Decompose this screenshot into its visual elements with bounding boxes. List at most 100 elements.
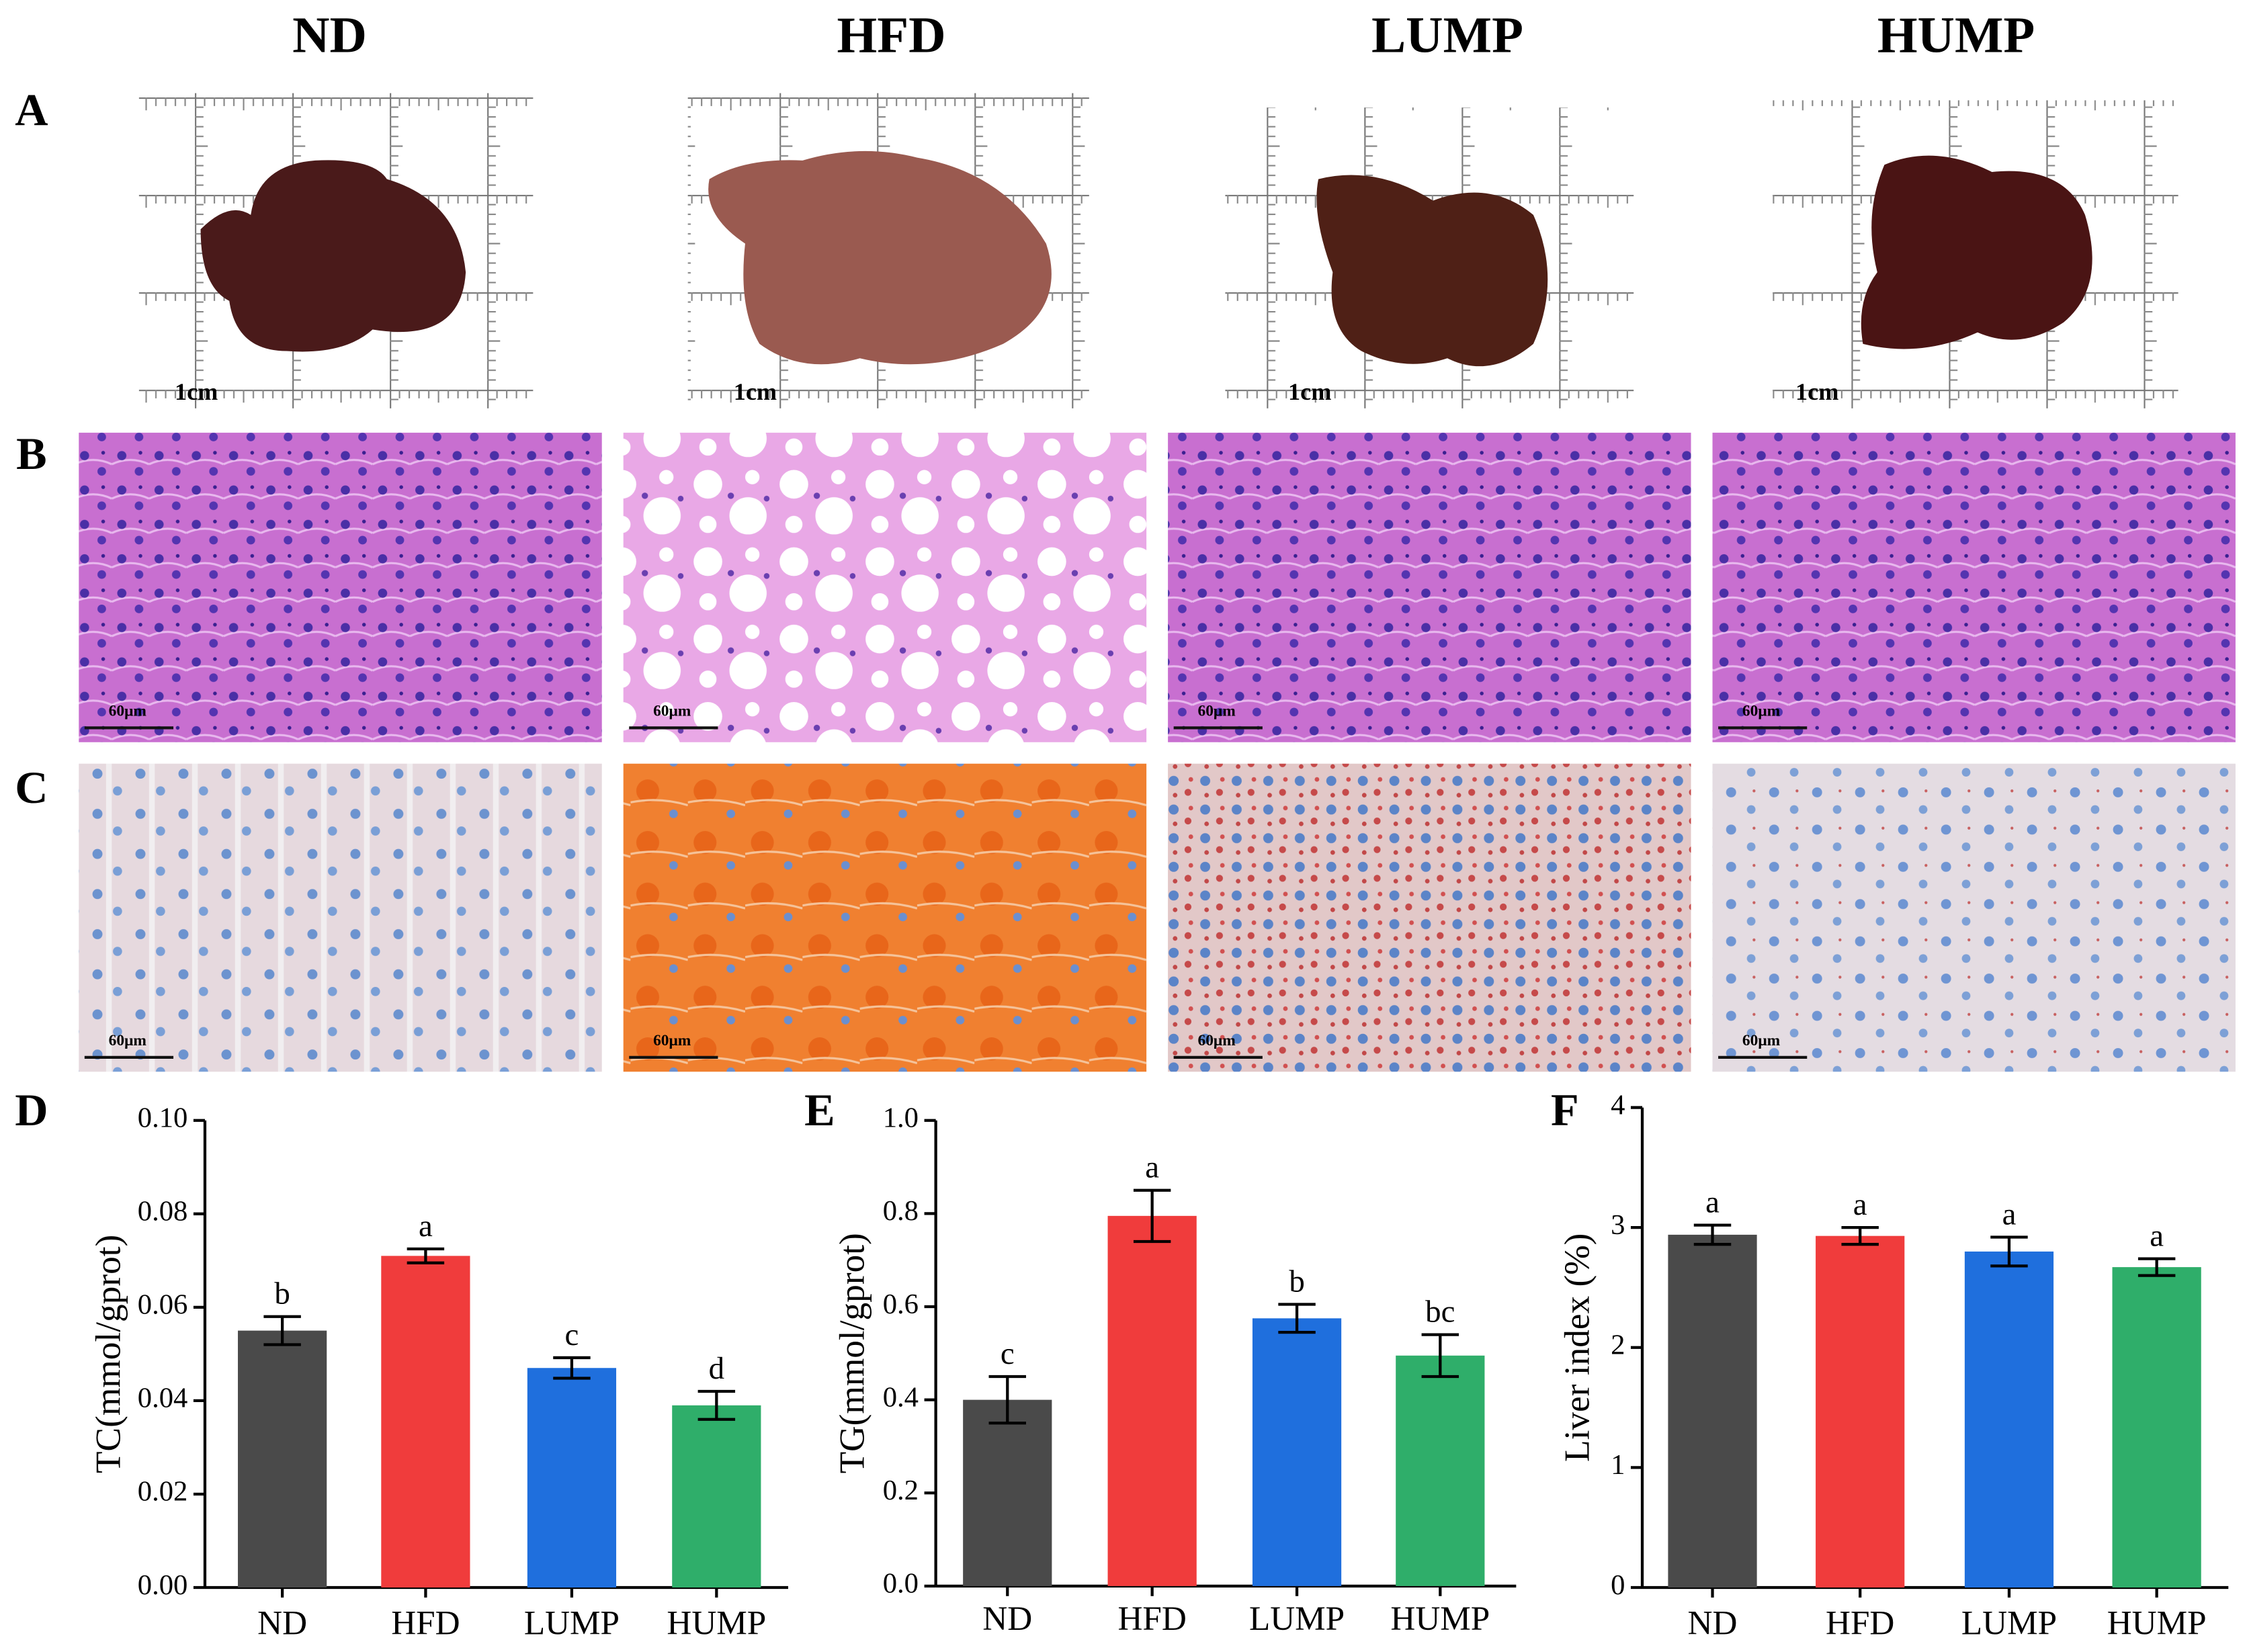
- panel-label: A: [15, 84, 48, 135]
- y-tick-label: 0.00: [138, 1569, 188, 1601]
- x-tick-label: HUMP: [2107, 1604, 2207, 1642]
- scale-label: 1cm: [175, 378, 218, 405]
- x-tick-label: HUMP: [1390, 1600, 1490, 1638]
- y-tick-label: 1.0: [883, 1102, 919, 1134]
- liver: [708, 150, 1052, 365]
- bar: [1396, 1355, 1485, 1586]
- y-tick-label: 0.02: [138, 1476, 188, 1508]
- y-tick-label: 0: [1611, 1569, 1625, 1601]
- error-bar: [1133, 1188, 1171, 1244]
- scale-label: 1cm: [1288, 378, 1331, 405]
- he-image: [623, 433, 1147, 742]
- bar: [1668, 1234, 1757, 1588]
- x-tick-label: LUMP: [1961, 1604, 2057, 1642]
- scale-label: 60μm: [1197, 702, 1236, 720]
- histology: [79, 433, 2236, 1072]
- bar: [1964, 1251, 2054, 1588]
- column-header: ND: [292, 6, 367, 63]
- scale-label: 60μm: [1197, 1032, 1236, 1049]
- error-bar: [407, 1247, 445, 1264]
- significance-letter: d: [709, 1351, 724, 1386]
- bar: [963, 1399, 1052, 1586]
- oil-red-image: [1168, 763, 1691, 1072]
- oil-red-image: [623, 763, 1147, 1072]
- gross-photos: [138, 93, 2178, 408]
- x-tick-label: LUMP: [524, 1604, 620, 1642]
- y-tick-label: 3: [1611, 1209, 1625, 1241]
- error-bar: [553, 1356, 591, 1380]
- y-tick-label: 1: [1611, 1449, 1625, 1481]
- panel-label: D: [15, 1084, 48, 1135]
- y-tick-label: 0.08: [138, 1196, 188, 1227]
- x-tick-label: ND: [1688, 1604, 1738, 1642]
- scale-label: 60μm: [1742, 1032, 1781, 1049]
- panel-label: B: [16, 428, 47, 479]
- error-bar: [263, 1315, 301, 1346]
- x-tick-label: ND: [257, 1604, 307, 1642]
- column-header: HFD: [837, 6, 945, 63]
- bar: [238, 1330, 327, 1588]
- significance-letter: b: [1289, 1264, 1304, 1299]
- significance-letter: b: [274, 1276, 290, 1311]
- significance-letter: c: [1001, 1336, 1015, 1371]
- bar: [1816, 1235, 1905, 1588]
- liver: [1316, 175, 1548, 367]
- x-tick-label: HUMP: [667, 1604, 766, 1642]
- error-bar: [1278, 1303, 1316, 1334]
- significance-letter: c: [565, 1317, 579, 1352]
- x-tick-label: HFD: [1826, 1604, 1894, 1642]
- significance-letter: a: [2150, 1219, 2164, 1254]
- error-bar: [1841, 1226, 1879, 1246]
- significance-letter: bc: [1425, 1295, 1455, 1330]
- y-tick-label: 0.0: [883, 1568, 919, 1600]
- liver: [1861, 155, 2092, 349]
- error-bar: [988, 1375, 1026, 1425]
- he-image: [79, 433, 602, 742]
- significance-letter: a: [1853, 1187, 1867, 1222]
- oil-red-image: [79, 763, 602, 1072]
- y-tick-label: 0.8: [883, 1195, 919, 1227]
- x-tick-label: ND: [982, 1600, 1032, 1638]
- bar: [1252, 1318, 1342, 1586]
- y-tick-label: 0.10: [138, 1102, 188, 1134]
- bar: [672, 1405, 761, 1588]
- y-axis-title: TC(mmol/gprot): [88, 1235, 128, 1473]
- y-tick-label: 0.4: [883, 1381, 919, 1413]
- y-tick-label: 0.2: [883, 1475, 919, 1506]
- y-tick-label: 0.04: [138, 1383, 188, 1414]
- y-axis-title: TG(mmol/gprot): [831, 1233, 872, 1473]
- bar: [1107, 1215, 1197, 1586]
- liver: [200, 160, 466, 352]
- significance-letter: a: [1705, 1185, 1720, 1220]
- significance-letter: a: [1145, 1150, 1159, 1185]
- significance-letter: a: [419, 1209, 433, 1244]
- error-bar: [1693, 1223, 1732, 1246]
- x-tick-label: HFD: [1117, 1600, 1186, 1638]
- scale-label: 1cm: [734, 378, 777, 405]
- scale-label: 60μm: [1742, 702, 1781, 720]
- scale-label: 60μm: [653, 1032, 691, 1049]
- panel-label: C: [15, 762, 48, 813]
- y-tick-label: 0.6: [883, 1289, 919, 1320]
- scale-label: 60μm: [653, 702, 691, 720]
- panel-label: E: [804, 1084, 835, 1135]
- x-tick-label: LUMP: [1249, 1600, 1345, 1638]
- y-axis-title: Liver index (%): [1557, 1233, 1597, 1462]
- scale-label: 60μm: [109, 702, 147, 720]
- column-header: HUMP: [1877, 6, 2035, 63]
- he-image: [1712, 433, 2236, 742]
- y-tick-label: 4: [1611, 1089, 1625, 1121]
- error-bar: [697, 1389, 736, 1421]
- y-tick-label: 2: [1611, 1330, 1625, 1361]
- he-image: [1168, 433, 1691, 742]
- column-header: LUMP: [1371, 6, 1523, 63]
- y-tick-label: 0.06: [138, 1289, 188, 1321]
- x-tick-label: HFD: [391, 1604, 460, 1642]
- panel-label: F: [1551, 1084, 1579, 1135]
- significance-letter: a: [2002, 1197, 2017, 1231]
- bar: [527, 1368, 617, 1588]
- scale-label: 60μm: [109, 1032, 147, 1049]
- bar: [2112, 1267, 2201, 1588]
